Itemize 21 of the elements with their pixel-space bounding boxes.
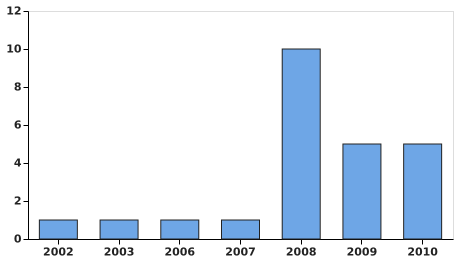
bar bbox=[160, 220, 200, 240]
y-tick-label: 0 bbox=[14, 232, 22, 246]
x-tick-label: 2010 bbox=[407, 246, 438, 258]
y-tick-label: 4 bbox=[14, 156, 22, 170]
y-tick-label: 12 bbox=[6, 4, 22, 18]
x-tick-label: 2003 bbox=[104, 246, 134, 258]
y-tick-label: 6 bbox=[14, 118, 22, 132]
x-tick-label: 2002 bbox=[43, 246, 74, 258]
y-tick-label: 2 bbox=[14, 194, 22, 208]
bar bbox=[342, 144, 382, 240]
y-tick-label: 10 bbox=[6, 42, 22, 56]
bar bbox=[403, 144, 442, 240]
bar bbox=[221, 220, 260, 240]
bar bbox=[100, 220, 139, 240]
x-tick-label: 2007 bbox=[225, 246, 256, 258]
x-tick-label: 2009 bbox=[346, 246, 378, 258]
x-tick-label: 2008 bbox=[286, 246, 317, 258]
x-tick-label: 2006 bbox=[164, 246, 196, 258]
y-tick-label: 8 bbox=[14, 80, 22, 94]
bar bbox=[38, 220, 78, 240]
bar bbox=[282, 48, 321, 240]
